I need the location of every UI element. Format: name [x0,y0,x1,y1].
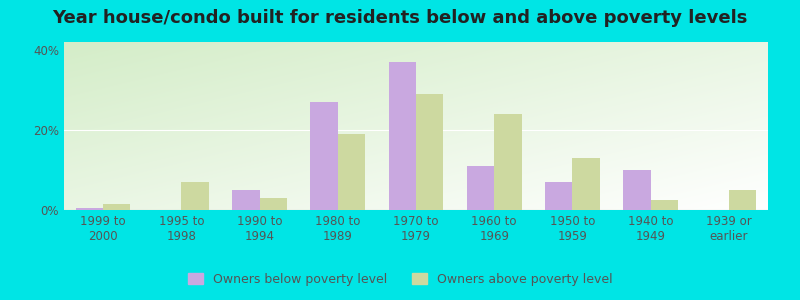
Bar [623,170,650,210]
Bar [76,208,103,210]
Text: Year house/condo built for residents below and above poverty levels: Year house/condo built for residents bel… [52,9,748,27]
Bar [103,204,130,210]
Bar [389,62,416,210]
Bar [729,190,756,210]
Bar [545,182,573,210]
Bar [310,102,338,210]
Bar [573,158,600,210]
Bar [650,200,678,210]
Bar [416,94,443,210]
Bar [338,134,365,210]
Bar [494,114,522,210]
Bar [232,190,259,210]
Bar [182,182,209,210]
Legend: Owners below poverty level, Owners above poverty level: Owners below poverty level, Owners above… [182,268,618,291]
Bar [259,198,287,210]
Bar [467,166,494,210]
